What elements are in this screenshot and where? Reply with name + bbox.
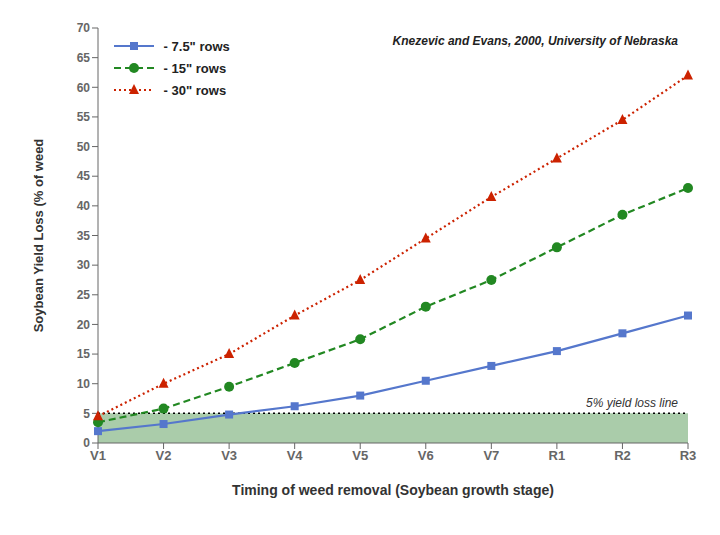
svg-text:V3: V3 [221, 448, 237, 463]
svg-text:65: 65 [77, 51, 91, 65]
svg-text:R3: R3 [680, 448, 697, 463]
svg-text:V7: V7 [483, 448, 499, 463]
svg-text:15: 15 [77, 347, 91, 361]
html-text:Knezevic and Evans, 2000, Univ: Knezevic and Evans, 2000, University of … [392, 34, 678, 48]
svg-text:60: 60 [77, 81, 91, 95]
svg-text:V6: V6 [418, 448, 434, 463]
svg-text:R1: R1 [549, 448, 566, 463]
html-text:- 15" rows: - 15" rows [160, 60, 227, 76]
svg-text:5: 5 [83, 407, 90, 421]
svg-text:70: 70 [77, 21, 91, 35]
html-text:- 7.5" rows: - 7.5" rows [160, 38, 230, 54]
svg-text:40: 40 [77, 199, 91, 213]
svg-text:10: 10 [77, 377, 91, 391]
svg-text:Soybean Yield Loss (% of weed: Soybean Yield Loss (% of weed [31, 139, 46, 333]
svg-text:45: 45 [77, 169, 91, 183]
svg-text:50: 50 [77, 140, 91, 154]
svg-text:0: 0 [83, 436, 90, 450]
svg-text:V1: V1 [90, 448, 106, 463]
svg-text:V4: V4 [287, 448, 304, 463]
svg-text:Timing of weed removal (Soybea: Timing of weed removal (Soybean growth s… [232, 482, 554, 498]
svg-text:35: 35 [77, 229, 91, 243]
html-text:- 30" rows: - 30" rows [160, 82, 227, 98]
svg-text:5% yield loss line: 5% yield loss line [586, 396, 678, 410]
svg-text:30: 30 [77, 258, 91, 272]
svg-text:R2: R2 [614, 448, 631, 463]
svg-text:20: 20 [77, 318, 91, 332]
svg-text:V5: V5 [352, 448, 368, 463]
svg-text:V2: V2 [156, 448, 172, 463]
svg-text:55: 55 [77, 110, 91, 124]
svg-text:25: 25 [77, 288, 91, 302]
